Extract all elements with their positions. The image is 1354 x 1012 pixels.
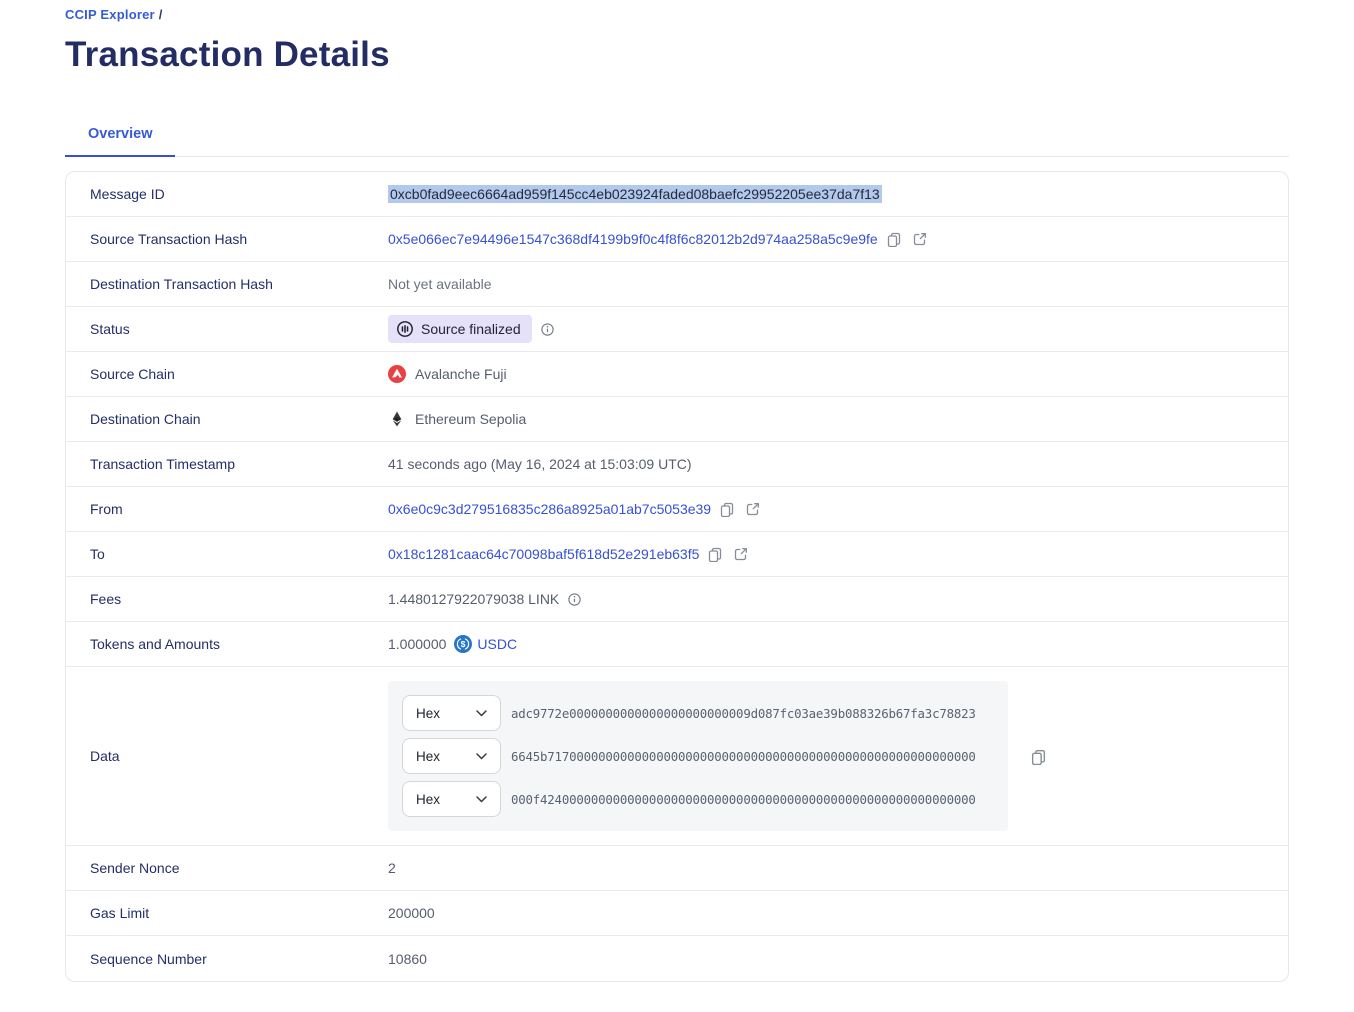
page-content: CCIP Explorer / Transaction Details Overv… — [65, 7, 1289, 983]
external-link-icon — [733, 546, 749, 562]
dest-tx-hash-value: Not yet available — [388, 276, 492, 293]
data-line: Hex 000f42400000000000000000000000000000… — [402, 781, 994, 818]
table-row-from: From 0x6e0c9c3d279516835c286a8925a01ab7c… — [66, 487, 1288, 533]
tab-bar: Overview — [65, 116, 1289, 158]
sequence-number-label: Sequence Number — [90, 950, 207, 967]
copy-button[interactable] — [707, 546, 723, 563]
message-id-label: Message ID — [90, 186, 165, 203]
data-format-value: Hex — [416, 791, 441, 807]
status-badge-text: Source finalized — [421, 321, 521, 338]
source-chain-value: Avalanche Fuji — [388, 365, 507, 384]
external-link-button[interactable] — [912, 231, 928, 247]
to-label: To — [90, 546, 105, 563]
table-row-source-tx-hash: Source Transaction Hash 0x5e066ec7e94496… — [66, 217, 1288, 263]
dest-chain-label: Destination Chain — [90, 411, 201, 428]
status-progress-icon — [396, 320, 414, 338]
table-row-tokens: Tokens and Amounts 1.000000 $ USDC — [66, 622, 1288, 668]
info-icon — [567, 592, 582, 607]
data-format-select[interactable]: Hex — [402, 695, 501, 732]
timestamp-value: 41 seconds ago (May 16, 2024 at 15:03:09… — [388, 456, 692, 473]
breadcrumb-link-ccip-explorer[interactable]: CCIP Explorer — [65, 7, 155, 22]
fees-value: 1.4480127922079038 LINK — [388, 591, 560, 608]
svg-text:$: $ — [461, 639, 466, 649]
table-row-message-id: Message ID 0xcb0fad9eec6664ad959f145cc4e… — [66, 172, 1288, 218]
tab-overview[interactable]: Overview — [65, 116, 175, 158]
source-tx-hash-link[interactable]: 0x5e066ec7e94496e1547c368df4199b9f0c4f8f… — [388, 231, 878, 248]
data-hex-value: 000f424000000000000000000000000000000000… — [511, 791, 976, 807]
fees-label: Fees — [90, 591, 122, 608]
table-row-sequence-number: Sequence Number 10860 — [66, 936, 1288, 981]
source-chain-name: Avalanche Fuji — [415, 366, 507, 383]
copy-icon — [1030, 748, 1047, 765]
message-id-value[interactable]: 0xcb0fad9eec6664ad959f145cc4eb023924fade… — [388, 185, 882, 204]
avalanche-icon — [388, 365, 406, 384]
table-row-gas-limit: Gas Limit 200000 — [66, 891, 1288, 937]
data-format-value: Hex — [416, 748, 441, 764]
copy-button[interactable] — [886, 231, 902, 248]
table-row-fees: Fees 1.4480127922079038 LINK — [66, 577, 1288, 623]
data-format-value: Hex — [416, 705, 441, 721]
external-link-icon — [745, 501, 761, 517]
table-row-source-chain: Source Chain Avalanche Fuji — [66, 352, 1288, 398]
table-row-status: Status Source finalized — [66, 307, 1288, 353]
sequence-number-value: 10860 — [388, 950, 427, 967]
chevron-down-icon — [476, 753, 487, 760]
data-copy-button[interactable] — [1030, 748, 1047, 765]
external-link-button[interactable] — [733, 546, 749, 562]
gas-limit-value: 200000 — [388, 905, 435, 922]
timestamp-label: Transaction Timestamp — [90, 456, 235, 473]
usdc-icon: $ — [454, 635, 473, 654]
page-title: Transaction Details — [65, 35, 390, 74]
data-line: Hex 6645b7170000000000000000000000000000… — [402, 738, 994, 775]
data-line: Hex adc9772e0000000000000000000000009d08… — [402, 695, 994, 732]
source-chain-label: Source Chain — [90, 366, 175, 383]
dest-tx-hash-label: Destination Transaction Hash — [90, 276, 273, 293]
source-tx-hash-label: Source Transaction Hash — [90, 231, 248, 248]
external-link-icon — [912, 231, 928, 247]
table-row-timestamp: Transaction Timestamp 41 seconds ago (Ma… — [66, 442, 1288, 488]
table-row-dest-chain: Destination Chain Ethereum Sepolia — [66, 397, 1288, 443]
dest-chain-name: Ethereum Sepolia — [415, 411, 527, 428]
status-badge: Source finalized — [388, 315, 532, 344]
token-name: USDC — [477, 636, 518, 653]
copy-icon — [886, 231, 902, 248]
table-row-to: To 0x18c1281caac64c70098baf5f618d52e291e… — [66, 532, 1288, 578]
table-row-sender-nonce: Sender Nonce 2 — [66, 846, 1288, 892]
copy-icon — [719, 501, 735, 518]
ethereum-icon — [388, 410, 406, 428]
from-label: From — [90, 501, 123, 518]
status-label: Status — [90, 321, 130, 338]
token-link-usdc[interactable]: $ USDC — [454, 635, 518, 654]
dest-chain-value: Ethereum Sepolia — [388, 410, 526, 428]
chevron-down-icon — [476, 796, 487, 803]
to-address-link[interactable]: 0x18c1281caac64c70098baf5f618d52e291eb63… — [388, 546, 700, 563]
sender-nonce-label: Sender Nonce — [90, 860, 180, 877]
copy-button[interactable] — [719, 501, 735, 518]
chevron-down-icon — [476, 710, 487, 717]
data-label: Data — [90, 748, 120, 765]
breadcrumb: CCIP Explorer / — [65, 7, 1289, 22]
gas-limit-label: Gas Limit — [90, 905, 150, 922]
tokens-label: Tokens and Amounts — [90, 636, 220, 653]
copy-icon — [707, 546, 723, 563]
table-row-dest-tx-hash: Destination Transaction Hash Not yet ava… — [66, 262, 1288, 308]
breadcrumb-separator: / — [158, 7, 163, 22]
data-hex-box: Hex adc9772e0000000000000000000000009d08… — [388, 681, 1008, 832]
sender-nonce-value: 2 — [388, 860, 396, 877]
from-address-link[interactable]: 0x6e0c9c3d279516835c286a8925a01ab7c5053e… — [388, 501, 712, 518]
data-format-select[interactable]: Hex — [402, 781, 501, 818]
data-format-select[interactable]: Hex — [402, 738, 501, 775]
transaction-details-table: Message ID 0xcb0fad9eec6664ad959f145cc4e… — [65, 171, 1289, 983]
external-link-button[interactable] — [745, 501, 761, 517]
data-hex-value: 6645b71700000000000000000000000000000000… — [511, 748, 976, 764]
data-hex-value: adc9772e0000000000000000000000009d087fc0… — [511, 705, 976, 721]
token-amount: 1.000000 — [388, 636, 447, 653]
table-row-data: Data Hex adc9772e00000000000000000000000… — [66, 667, 1288, 847]
fees-info-button[interactable] — [567, 592, 582, 607]
info-icon — [540, 322, 555, 337]
status-info-button[interactable] — [540, 322, 555, 337]
